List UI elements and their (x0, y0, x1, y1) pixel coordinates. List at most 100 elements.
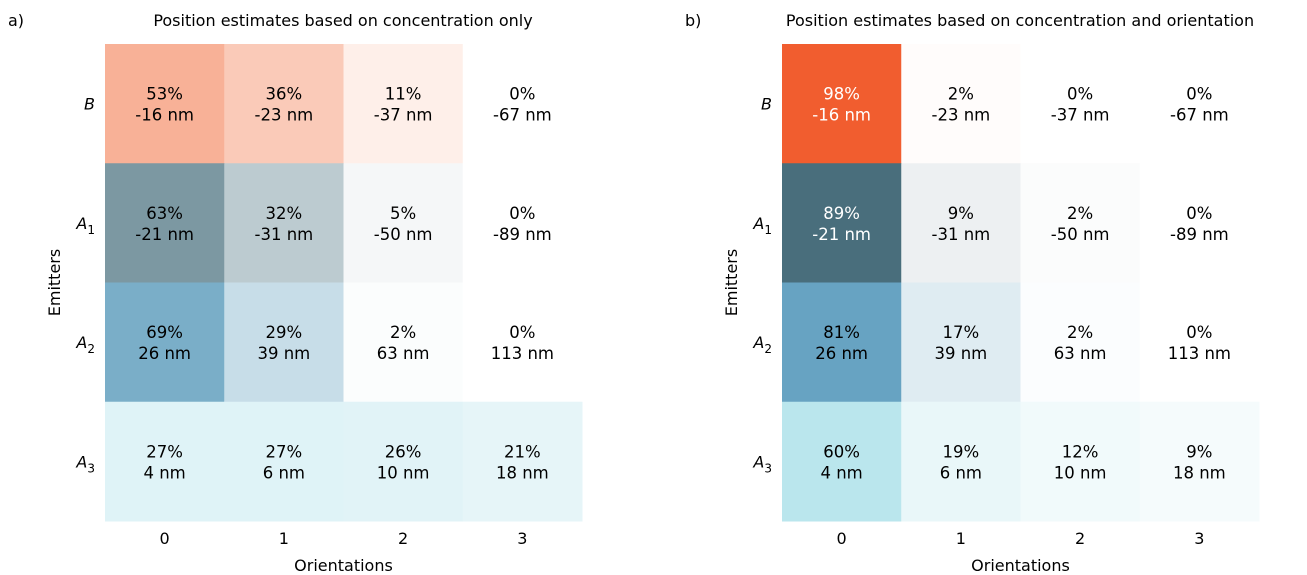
cell-shift-label: -37 nm (1051, 106, 1110, 125)
cell-shift-label: -21 nm (135, 225, 194, 244)
cell-shift-label: 10 nm (377, 463, 430, 482)
x-tick-label: 3 (517, 529, 527, 548)
y-axis-label: Emitters (722, 249, 741, 316)
heatmap-panel: b) Position estimates based on concentrat… (685, 11, 1260, 575)
cell-percent-label: 2% (390, 323, 416, 342)
cell-percent-label: 89% (823, 204, 860, 223)
heatmap-cell (1139, 163, 1260, 283)
cell-shift-label: 18 nm (496, 463, 549, 482)
x-tick-label: 0 (837, 529, 847, 548)
heatmap-cell (105, 401, 225, 522)
heatmap-cell (1020, 401, 1141, 522)
cell-shift-label: 4 nm (820, 463, 862, 482)
heatmap-cell (224, 401, 344, 522)
cell-shift-label: -23 nm (932, 106, 991, 125)
cell-percent-label: 53% (146, 85, 183, 104)
x-tick-label: 1 (956, 529, 966, 548)
cell-percent-label: 32% (266, 204, 303, 223)
x-tick-label: 2 (1075, 529, 1085, 548)
cell-percent-label: 9% (948, 204, 974, 223)
y-tick-label: A3 (75, 452, 95, 475)
cell-shift-label: -67 nm (1170, 106, 1229, 125)
heatmap-cell (782, 401, 902, 522)
cell-percent-label: 98% (823, 85, 860, 104)
x-axis-label: Orientations (971, 556, 1070, 575)
heatmap-cell (462, 401, 583, 522)
cell-percent-label: 19% (943, 442, 980, 461)
cell-shift-label: 26 nm (138, 344, 191, 363)
cell-shift-label: 18 nm (1173, 463, 1226, 482)
cell-percent-label: 12% (1062, 442, 1099, 461)
cell-percent-label: 27% (146, 442, 183, 461)
cell-shift-label: 4 nm (143, 463, 185, 482)
y-tick-label: A1 (752, 214, 772, 237)
cell-shift-label: 113 nm (491, 344, 554, 363)
cell-percent-label: 36% (266, 85, 303, 104)
cell-shift-label: 6 nm (263, 463, 305, 482)
y-tick-label: A1 (75, 214, 95, 237)
cell-percent-label: 29% (266, 323, 303, 342)
cell-percent-label: 21% (504, 442, 541, 461)
x-tick-label: 0 (160, 529, 170, 548)
cell-shift-label: -89 nm (1170, 225, 1229, 244)
x-tick-label: 2 (398, 529, 408, 548)
heatmap-cell (224, 163, 344, 283)
heatmap-cell (343, 401, 464, 522)
heatmap-cell (1139, 401, 1260, 522)
x-tick-label: 3 (1194, 529, 1204, 548)
heatmap-cell (782, 44, 902, 164)
cell-percent-label: 60% (823, 442, 860, 461)
cell-percent-label: 0% (509, 323, 535, 342)
cell-shift-label: -16 nm (812, 106, 871, 125)
y-tick-label: A2 (752, 333, 772, 356)
cell-shift-label: 26 nm (815, 344, 868, 363)
cell-percent-label: 2% (1067, 204, 1093, 223)
heatmap-cell (343, 282, 464, 403)
cell-shift-label: 39 nm (934, 344, 987, 363)
cell-percent-label: 2% (948, 85, 974, 104)
heatmap-cell (224, 44, 344, 164)
cell-shift-label: -23 nm (255, 106, 314, 125)
heatmap-cell (901, 282, 1021, 403)
y-axis-label: Emitters (45, 249, 64, 316)
cell-shift-label: -37 nm (374, 106, 433, 125)
cell-percent-label: 26% (385, 442, 422, 461)
heatmap-cell (224, 282, 344, 403)
heatmap-cell (1020, 282, 1141, 403)
cell-shift-label: -89 nm (493, 225, 552, 244)
panel-label: b) (685, 11, 701, 30)
cell-percent-label: 17% (943, 323, 980, 342)
x-axis-label: Orientations (294, 556, 393, 575)
cell-percent-label: 0% (1186, 323, 1212, 342)
cell-shift-label: -50 nm (374, 225, 433, 244)
cell-shift-label: -31 nm (255, 225, 314, 244)
cell-shift-label: 6 nm (940, 463, 982, 482)
cell-shift-label: -16 nm (135, 106, 194, 125)
cell-shift-label: -21 nm (812, 225, 871, 244)
cell-shift-label: 39 nm (257, 344, 310, 363)
y-tick-label: B (761, 95, 772, 114)
cell-shift-label: 113 nm (1168, 344, 1231, 363)
heatmap-cell (901, 163, 1021, 283)
heatmap-cell (105, 44, 225, 164)
chart-title: Position estimates based on concentratio… (153, 11, 532, 30)
heatmap-cell (343, 44, 464, 164)
cell-percent-label: 0% (1067, 85, 1093, 104)
heatmap-cell (343, 163, 464, 283)
heatmap-cell (782, 282, 902, 403)
heatmap-panel: a) Position estimates based on concentrat… (8, 11, 583, 575)
cell-percent-label: 27% (266, 442, 303, 461)
cell-percent-label: 0% (1186, 204, 1212, 223)
heatmap-cell (1139, 44, 1260, 164)
heatmap-cell (1020, 163, 1141, 283)
cell-percent-label: 69% (146, 323, 183, 342)
x-tick-label: 1 (279, 529, 289, 548)
cell-shift-label: 10 nm (1054, 463, 1107, 482)
heatmap-cell (105, 282, 225, 403)
y-tick-label: A3 (752, 452, 772, 475)
cell-shift-label: -50 nm (1051, 225, 1110, 244)
heatmap-cell (1139, 282, 1260, 403)
cell-percent-label: 0% (509, 204, 535, 223)
heatmap-cell (105, 163, 225, 283)
